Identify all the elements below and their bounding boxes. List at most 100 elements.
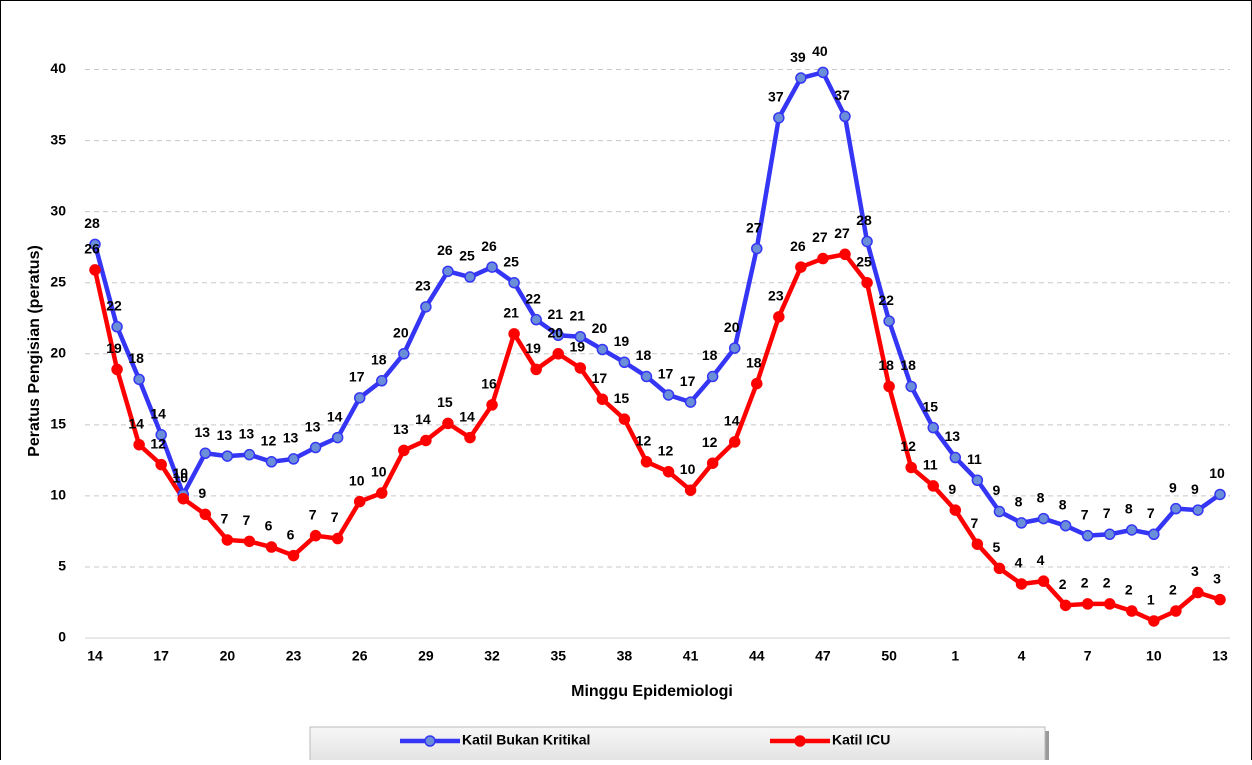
data-point: [574, 330, 587, 343]
data-point: [221, 450, 234, 462]
data-point: [795, 72, 807, 84]
data-label: 20: [393, 324, 409, 340]
data-point: [1126, 524, 1138, 536]
data-label: 23: [768, 288, 784, 304]
data-label: 10: [172, 469, 188, 485]
data-point: [508, 276, 520, 289]
data-point: [1081, 529, 1094, 542]
x-tick-label: 26: [352, 648, 368, 664]
data-label: 7: [309, 506, 317, 522]
data-point: [1170, 605, 1182, 617]
data-label: 20: [724, 319, 740, 335]
x-tick-label: 29: [418, 648, 434, 664]
x-tick-label: 14: [87, 648, 103, 664]
data-point: [574, 362, 587, 374]
data-label: 23: [415, 278, 431, 294]
data-point: [596, 343, 609, 356]
data-label: 7: [243, 512, 251, 528]
data-label: 28: [84, 215, 100, 231]
legend-marker: [794, 735, 806, 747]
data-label: 18: [702, 347, 718, 363]
data-point: [1214, 593, 1226, 606]
data-label: 9: [1169, 479, 1177, 495]
data-point: [751, 242, 763, 255]
data-label: 13: [239, 425, 255, 441]
data-point: [398, 444, 410, 457]
data-label: 21: [547, 306, 563, 322]
y-tick-label: 40: [50, 60, 66, 76]
data-label: 26: [84, 241, 100, 257]
data-point: [773, 311, 785, 323]
data-label: 21: [570, 307, 586, 323]
data-point: [508, 328, 520, 340]
data-label: 26: [790, 238, 806, 254]
data-label: 17: [592, 370, 608, 386]
data-label: 10: [371, 464, 387, 480]
data-point: [133, 438, 145, 451]
data-label: 9: [1191, 481, 1199, 497]
data-point: [420, 301, 432, 313]
data-label: 1: [1147, 592, 1155, 608]
y-tick-label: 35: [50, 131, 66, 147]
data-point: [927, 421, 939, 434]
legend-label: Katil ICU: [832, 732, 890, 748]
data-label: 20: [592, 320, 608, 336]
x-tick-label: 13: [1212, 648, 1228, 664]
data-point: [287, 549, 300, 562]
data-point: [1059, 519, 1072, 532]
y-axis-title: Peratus Pengisian (peratus): [26, 245, 43, 457]
data-point: [199, 447, 212, 459]
data-label: 27: [746, 219, 762, 235]
data-point: [1103, 528, 1116, 541]
data-point: [420, 434, 432, 447]
data-label: 27: [812, 229, 828, 245]
data-label: 22: [525, 290, 541, 306]
data-label: 12: [150, 435, 166, 451]
data-label: 8: [1059, 496, 1067, 512]
data-point: [1037, 575, 1050, 587]
data-label: 27: [834, 225, 850, 241]
y-tick-label: 30: [50, 202, 66, 218]
data-point: [618, 413, 631, 425]
data-label: 12: [636, 432, 652, 448]
data-point: [353, 495, 366, 508]
data-point: [1037, 512, 1050, 525]
y-tick-label: 20: [50, 344, 66, 360]
data-point: [111, 363, 123, 376]
data-label: 9: [948, 481, 956, 497]
data-point: [684, 396, 697, 408]
data-point: [993, 505, 1006, 518]
data-label: 21: [503, 305, 519, 321]
data-point: [1214, 488, 1226, 501]
x-tick-label: 35: [550, 648, 566, 664]
data-label: 7: [1103, 505, 1111, 521]
data-point: [883, 315, 895, 327]
data-label: 28: [856, 212, 872, 228]
data-point: [1148, 528, 1160, 541]
data-point: [1081, 598, 1094, 610]
data-point: [1015, 517, 1028, 529]
data-label: 18: [371, 351, 387, 367]
data-point: [1192, 586, 1204, 599]
data-point: [839, 110, 851, 123]
data-point: [618, 356, 631, 369]
legend-box: [309, 726, 1046, 762]
data-label: 13: [305, 418, 321, 434]
data-point: [1192, 504, 1204, 516]
data-point: [1126, 605, 1138, 617]
data-point: [795, 261, 807, 273]
x-tick-label: 38: [617, 648, 633, 664]
data-point: [530, 363, 542, 376]
data-label: 18: [128, 350, 144, 366]
y-tick-label: 0: [58, 629, 66, 645]
y-tick-label: 15: [50, 416, 66, 432]
data-point: [111, 321, 123, 333]
data-point: [817, 252, 829, 265]
legend-label: Katil Bukan Kritikal: [462, 732, 590, 748]
data-label: 2: [1103, 575, 1111, 591]
data-label: 7: [1147, 505, 1155, 521]
data-label: 8: [1125, 501, 1133, 517]
data-point: [89, 264, 101, 276]
